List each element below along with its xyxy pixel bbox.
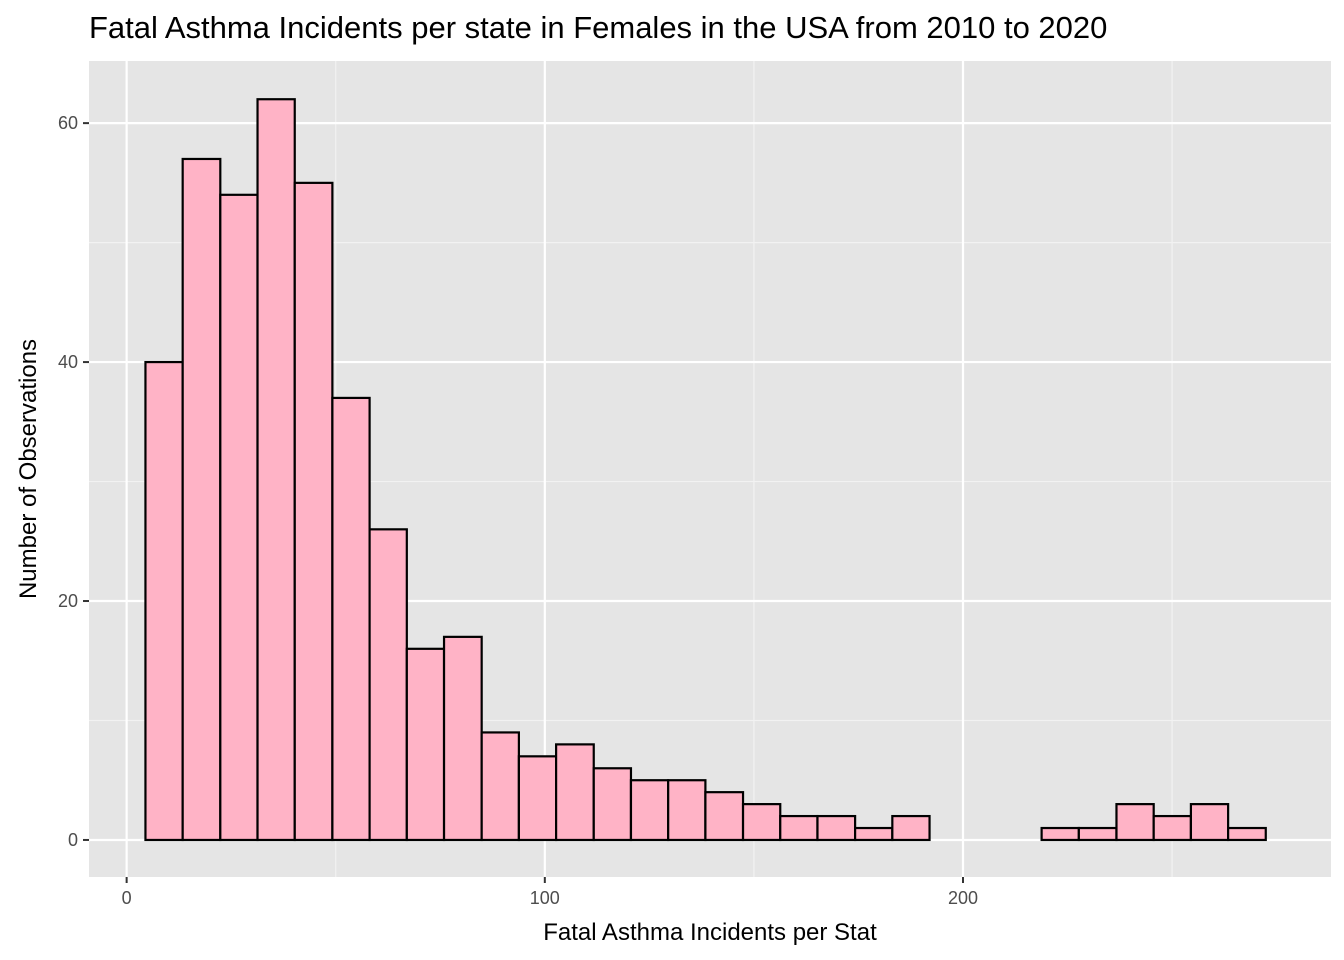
- histogram-bar: [667, 779, 707, 842]
- x-tick-label: 200: [948, 888, 978, 908]
- y-tick-label: 40: [58, 352, 78, 372]
- histogram-bar: [592, 767, 633, 842]
- histogram-bar: [405, 647, 446, 842]
- histogram-bar: [854, 826, 894, 842]
- histogram-bar: [1189, 803, 1230, 842]
- histogram-bar: [1040, 826, 1080, 842]
- x-tick-label: 0: [122, 888, 132, 908]
- histogram-bar: [891, 814, 931, 842]
- histogram-bar: [1227, 826, 1267, 842]
- histogram-bar: [779, 814, 819, 842]
- histogram-bar: [331, 396, 371, 842]
- axis-ticks: 0 100 200 0 20 40 60: [58, 113, 978, 908]
- y-tick-label: 20: [58, 591, 78, 611]
- x-axis-title: Fatal Asthma Incidents per Stat: [543, 919, 877, 946]
- y-axis-title: Number of Observations: [15, 339, 42, 599]
- histogram-bar: [144, 360, 184, 842]
- histogram-bar: [368, 528, 408, 842]
- histogram-bar: [256, 98, 296, 842]
- histogram-bar: [629, 779, 670, 842]
- histogram-bar: [517, 755, 558, 842]
- histogram-bar: [741, 803, 782, 842]
- histogram-bar: [480, 731, 520, 842]
- x-tick-label: 100: [530, 888, 560, 908]
- histogram-bar: [293, 181, 334, 842]
- histogram-bar: [219, 193, 259, 842]
- histogram-bars: [144, 98, 1267, 842]
- y-tick-label: 0: [68, 830, 78, 850]
- histogram-bar: [1152, 814, 1193, 842]
- histogram-bar: [442, 635, 483, 842]
- histogram-bar: [704, 791, 745, 842]
- chart-title: Fatal Asthma Incidents per state in Fema…: [89, 10, 1108, 45]
- histogram-bar: [816, 814, 857, 842]
- histogram-bar: [1077, 826, 1118, 842]
- histogram-bar: [555, 743, 595, 842]
- histogram-bar: [181, 157, 222, 842]
- y-tick-label: 60: [58, 113, 78, 133]
- histogram-bar: [1115, 803, 1155, 842]
